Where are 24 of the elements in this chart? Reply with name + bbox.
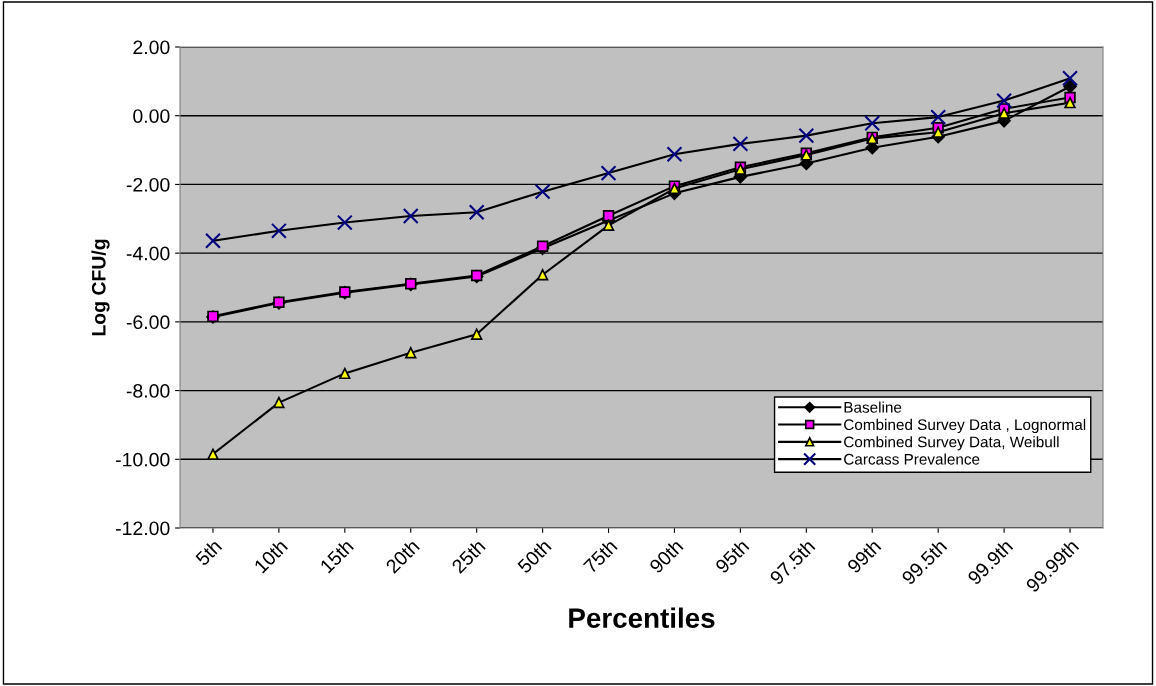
legend-label: Carcass Prevalence <box>844 453 980 465</box>
x-tick-label: 15th <box>319 538 355 574</box>
legend-label: Combined Survey Data , Lognormal <box>844 418 1086 434</box>
x-tick-label: 20th <box>384 538 420 574</box>
x-tick-label: 90th <box>648 538 684 574</box>
y-tick-label: 2.00 <box>133 40 170 55</box>
y-tick-label: -10.00 <box>116 452 170 467</box>
x-axis-title: Percentiles <box>569 607 715 628</box>
x-tick-label: 99th <box>846 538 882 574</box>
y-tick-label: -8.00 <box>126 384 170 398</box>
y-tick-label: 0.00 <box>133 109 170 123</box>
x-tick-label: 75th <box>582 538 618 574</box>
y-axis-title: Log CFU/g <box>91 239 110 336</box>
y-tick-label: -6.00 <box>126 315 170 330</box>
y-tick-label: -12.00 <box>116 521 170 536</box>
x-tick-label: 5th <box>194 538 223 567</box>
legend-label: Combined Survey Data, Weibull <box>844 436 1059 451</box>
y-tick-label: -2.00 <box>126 177 170 192</box>
legend-label: Baseline <box>844 401 902 413</box>
x-tick-label: 25th <box>450 538 486 574</box>
x-tick-label: 10th <box>253 538 289 574</box>
x-tick-label: 50th <box>516 538 552 575</box>
y-tick-label: -4.00 <box>126 246 170 261</box>
x-tick-label: 95th <box>714 538 750 574</box>
